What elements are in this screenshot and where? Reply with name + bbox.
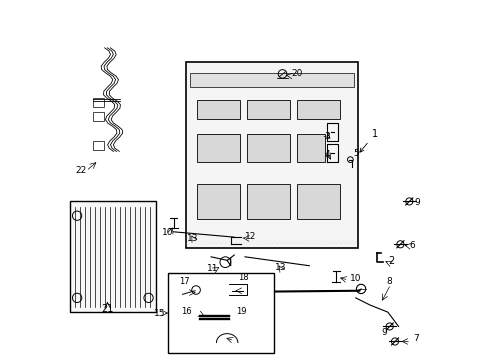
Text: 13: 13 — [275, 264, 287, 273]
Text: 9: 9 — [381, 328, 387, 337]
Text: 19: 19 — [236, 307, 246, 316]
Bar — [247, 134, 290, 162]
Bar — [168, 273, 273, 353]
Text: 18: 18 — [238, 273, 248, 282]
Bar — [247, 184, 290, 219]
Bar — [93, 98, 104, 107]
Text: 4: 4 — [324, 150, 330, 159]
Bar — [190, 73, 354, 87]
Text: 9: 9 — [415, 198, 420, 207]
Bar — [93, 112, 104, 121]
Text: 10: 10 — [163, 228, 174, 237]
Text: 14: 14 — [244, 311, 256, 321]
Text: 15: 15 — [153, 309, 165, 318]
Text: 5: 5 — [353, 149, 359, 158]
Text: 11: 11 — [207, 264, 219, 273]
Text: 7: 7 — [413, 334, 418, 343]
Bar — [93, 141, 104, 150]
Text: 22: 22 — [75, 166, 86, 175]
Bar — [297, 184, 340, 219]
Bar — [70, 202, 156, 312]
Bar — [197, 134, 240, 162]
Text: 3: 3 — [324, 132, 330, 141]
Text: 6: 6 — [409, 241, 415, 250]
Bar — [197, 100, 240, 119]
Text: 8: 8 — [387, 276, 392, 285]
Text: 10: 10 — [350, 274, 362, 283]
Text: 16: 16 — [181, 307, 191, 316]
Text: 2: 2 — [389, 256, 394, 266]
Bar — [297, 100, 340, 119]
Text: 1: 1 — [360, 129, 378, 152]
FancyBboxPatch shape — [186, 62, 358, 248]
Bar — [197, 184, 240, 219]
Text: 20: 20 — [292, 69, 303, 78]
Text: 12: 12 — [245, 232, 256, 241]
Bar — [247, 100, 290, 119]
Text: 17: 17 — [179, 276, 190, 285]
Text: 21: 21 — [101, 304, 114, 314]
Text: 13: 13 — [188, 234, 199, 243]
Bar — [297, 134, 325, 162]
